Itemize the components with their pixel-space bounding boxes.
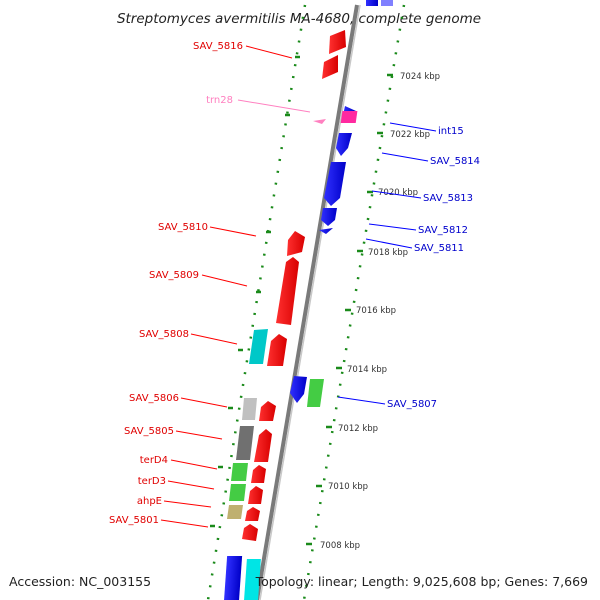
gene-arrow-int15-magenta[interactable]	[340, 111, 358, 123]
gene-cyan-bottom[interactable]	[244, 559, 261, 600]
scale-label-7012: 7012 kbp	[338, 424, 378, 434]
gene-arrow-sav5809[interactable]	[276, 257, 299, 325]
gene-arrow-sav5812[interactable]	[321, 208, 337, 226]
gene-arrow-ahpe-olive[interactable]	[227, 505, 243, 519]
gene-label-sav5801[interactable]: SAV_5801	[109, 515, 159, 526]
gene-arrow-sav5816-b[interactable]	[322, 55, 338, 79]
gene-label-sav5812[interactable]: SAV_5812	[418, 225, 468, 236]
gene-label-sav5816[interactable]: SAV_5816	[193, 41, 243, 52]
gene-arrow-sav5813[interactable]	[324, 162, 346, 206]
gene-label-sav5807[interactable]: SAV_5807	[387, 399, 437, 410]
scale-label-7020: 7020 kbp	[378, 188, 418, 198]
gene-arrow-sav5808-cyan[interactable]	[249, 329, 268, 364]
gene-label-sav5808[interactable]: SAV_5808	[139, 329, 189, 340]
left-track	[206, 4, 307, 600]
gene-arrow-sav5811[interactable]	[319, 228, 333, 234]
accession-text: Accession: NC_003155	[9, 574, 151, 589]
genome-backbone-highlight	[259, 4, 361, 600]
gene-arrow-sav5808-red[interactable]	[267, 334, 287, 366]
scale-label-7010: 7010 kbp	[328, 482, 368, 492]
scale-label-7016: 7016 kbp	[356, 306, 396, 316]
gene-arrow-terd4-green[interactable]	[231, 463, 248, 481]
gene-blue-bottom[interactable]	[224, 556, 243, 600]
gene-label-trn28[interactable]: trn28	[206, 95, 233, 106]
gene-arrow-terd3-red[interactable]	[248, 486, 263, 504]
left-track-ticks	[210, 55, 300, 528]
gene-label-sav5814[interactable]: SAV_5814	[430, 156, 480, 167]
gene-arrow-sav5806-red[interactable]	[259, 401, 276, 421]
gene-label-ahpe[interactable]: ahpE	[137, 496, 162, 507]
scale-label-7024: 7024 kbp	[400, 72, 440, 82]
gene-arrow-trn28[interactable]	[313, 119, 326, 124]
gene-arrow-sav5807-green[interactable]	[307, 379, 324, 407]
gene-label-sav5809[interactable]: SAV_5809	[149, 270, 199, 281]
gene-label-terd3[interactable]: terD3	[138, 476, 166, 487]
gene-blue-top-2[interactable]	[381, 0, 393, 6]
gene-label-sav5810[interactable]: SAV_5810	[158, 222, 208, 233]
gene-arrow-sav5805-gray[interactable]	[236, 426, 254, 460]
gene-arrow-ahpe-red[interactable]	[245, 507, 260, 521]
gene-arrow-sav5814[interactable]	[336, 133, 352, 156]
gene-label-int15[interactable]: int15	[438, 126, 464, 137]
gene-arrow-sav5801[interactable]	[242, 524, 258, 541]
scale-label-7018: 7018 kbp	[368, 248, 408, 258]
gene-arrow-sav5810[interactable]	[287, 231, 305, 256]
gene-arrow-sav5816-a[interactable]	[329, 30, 346, 54]
left-leader-lines	[160, 45, 311, 528]
gene-label-sav5813[interactable]: SAV_5813	[423, 193, 473, 204]
gene-blue-top-1[interactable]	[366, 0, 378, 6]
gene-arrow-sav5806-gray[interactable]	[242, 398, 257, 420]
gene-arrow-sav5807-blue[interactable]	[290, 376, 307, 403]
gene-arrow-sav5805-red[interactable]	[254, 429, 272, 462]
scale-label-7022: 7022 kbp	[390, 130, 430, 140]
scale-label-7008: 7008 kbp	[320, 541, 360, 551]
genome-backbone	[255, 4, 359, 600]
scale-label-7014: 7014 kbp	[347, 365, 387, 375]
topology-text: Topology: linear; Length: 9,025,608 bp; …	[255, 574, 588, 589]
gene-label-sav5806[interactable]: SAV_5806	[129, 393, 179, 404]
scale-ticks	[306, 73, 393, 546]
gene-label-sav5805[interactable]: SAV_5805	[124, 426, 174, 437]
gene-label-sav5811[interactable]: SAV_5811	[414, 243, 464, 254]
right-leader-lines	[337, 122, 437, 405]
gene-arrow-terd3-green[interactable]	[229, 484, 246, 501]
right-track	[302, 4, 406, 600]
gene-arrow-terd4-red[interactable]	[251, 465, 266, 483]
gene-label-terd4[interactable]: terD4	[140, 455, 168, 466]
map-title: Streptomyces avermitilis MA-4680, comple…	[117, 11, 481, 27]
